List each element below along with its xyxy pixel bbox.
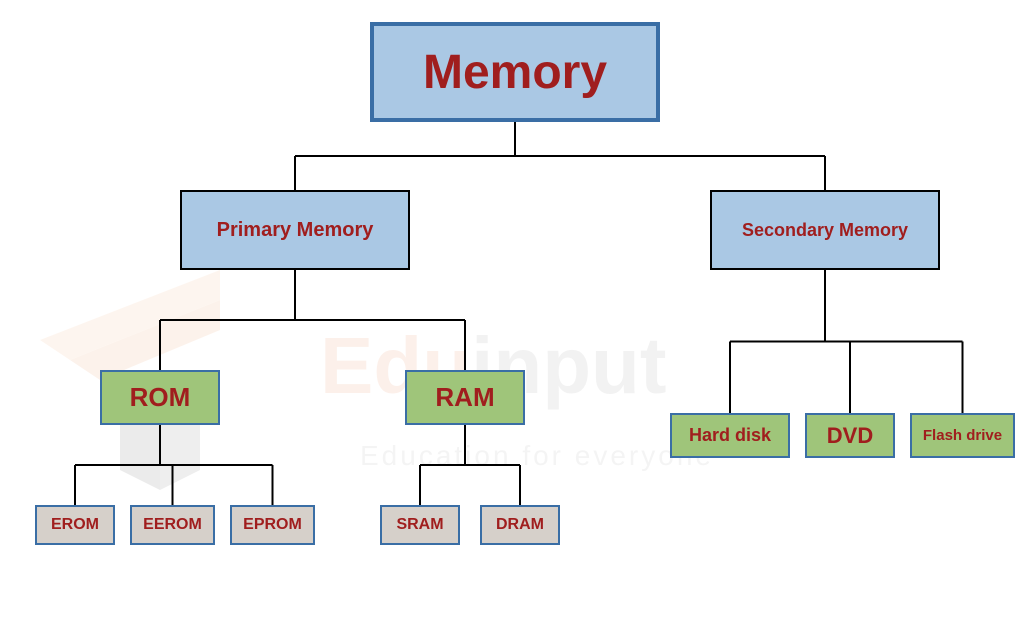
node-label-harddisk: Hard disk: [689, 425, 771, 446]
node-label-dram: DRAM: [496, 516, 544, 534]
node-sram: SRAM: [380, 505, 460, 545]
node-erom: EROM: [35, 505, 115, 545]
node-root: Memory: [370, 22, 660, 122]
node-label-dvd: DVD: [827, 423, 873, 449]
node-dvd: DVD: [805, 413, 895, 458]
node-label-eerom: EEROM: [143, 516, 202, 534]
node-flashdrive: Flash drive: [910, 413, 1015, 458]
node-label-rom: ROM: [130, 382, 191, 413]
node-eprom: EPROM: [230, 505, 315, 545]
node-label-erom: EROM: [51, 516, 99, 534]
node-secondary: Secondary Memory: [710, 190, 940, 270]
node-label-ram: RAM: [435, 382, 494, 413]
node-label-secondary: Secondary Memory: [742, 220, 908, 241]
node-harddisk: Hard disk: [670, 413, 790, 458]
node-ram: RAM: [405, 370, 525, 425]
node-dram: DRAM: [480, 505, 560, 545]
node-rom: ROM: [100, 370, 220, 425]
node-label-root: Memory: [423, 45, 607, 100]
node-eerom: EEROM: [130, 505, 215, 545]
node-label-flashdrive: Flash drive: [923, 427, 1002, 444]
node-primary: Primary Memory: [180, 190, 410, 270]
node-label-eprom: EPROM: [243, 516, 302, 534]
watermark-tagline: Education for everyone: [360, 440, 714, 472]
node-label-sram: SRAM: [396, 516, 443, 534]
node-label-primary: Primary Memory: [217, 219, 374, 242]
